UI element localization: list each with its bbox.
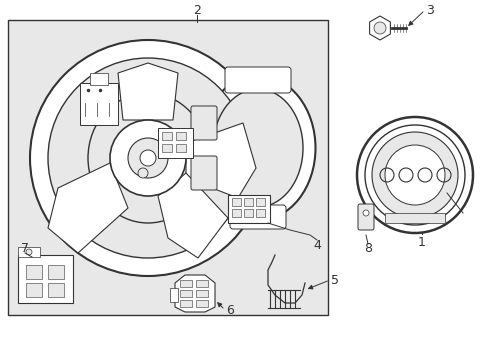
Bar <box>180 300 192 307</box>
Bar <box>196 290 207 297</box>
Polygon shape <box>369 16 389 40</box>
Circle shape <box>371 132 457 218</box>
Bar <box>227 195 269 223</box>
Ellipse shape <box>213 89 303 207</box>
Bar <box>18 255 73 303</box>
Text: 6: 6 <box>225 303 233 316</box>
Bar <box>162 144 172 152</box>
Circle shape <box>364 125 464 225</box>
Bar <box>180 290 192 297</box>
Bar <box>80 83 118 125</box>
Text: 3: 3 <box>425 4 433 17</box>
Ellipse shape <box>88 93 207 223</box>
Bar <box>176 144 185 152</box>
PathPatch shape <box>118 63 178 120</box>
PathPatch shape <box>158 173 227 258</box>
Bar <box>231 198 241 206</box>
FancyBboxPatch shape <box>357 204 373 230</box>
Circle shape <box>356 117 472 233</box>
Ellipse shape <box>200 76 315 220</box>
Text: 7: 7 <box>21 242 29 255</box>
Bar <box>244 209 252 217</box>
Text: 5: 5 <box>330 274 338 287</box>
Text: 8: 8 <box>363 242 371 255</box>
Bar <box>196 300 207 307</box>
Text: 2: 2 <box>193 4 201 17</box>
Bar <box>244 198 252 206</box>
FancyBboxPatch shape <box>229 205 285 229</box>
Bar <box>90 73 108 85</box>
Bar <box>48 265 64 279</box>
Bar <box>158 128 193 158</box>
Circle shape <box>373 22 385 34</box>
Circle shape <box>140 150 156 166</box>
PathPatch shape <box>48 163 128 253</box>
Circle shape <box>138 168 148 178</box>
Circle shape <box>30 40 265 276</box>
Bar <box>196 280 207 287</box>
Bar <box>384 213 444 223</box>
Text: 4: 4 <box>312 239 320 252</box>
Bar <box>180 280 192 287</box>
Circle shape <box>26 249 32 255</box>
Circle shape <box>362 210 368 216</box>
Bar <box>176 132 185 140</box>
Bar <box>256 198 264 206</box>
PathPatch shape <box>185 123 256 198</box>
Circle shape <box>48 58 247 258</box>
FancyBboxPatch shape <box>191 156 217 190</box>
Bar <box>256 209 264 217</box>
Circle shape <box>128 138 168 178</box>
Text: 1: 1 <box>417 235 425 248</box>
Circle shape <box>384 145 444 205</box>
Bar <box>18 247 40 257</box>
Bar <box>231 209 241 217</box>
FancyBboxPatch shape <box>224 67 290 93</box>
Bar <box>48 283 64 297</box>
Bar <box>162 132 172 140</box>
FancyBboxPatch shape <box>191 106 217 140</box>
Bar <box>8 20 327 315</box>
Polygon shape <box>175 275 215 312</box>
Bar <box>26 283 42 297</box>
Bar <box>170 288 178 302</box>
Circle shape <box>110 120 185 196</box>
Bar <box>26 265 42 279</box>
